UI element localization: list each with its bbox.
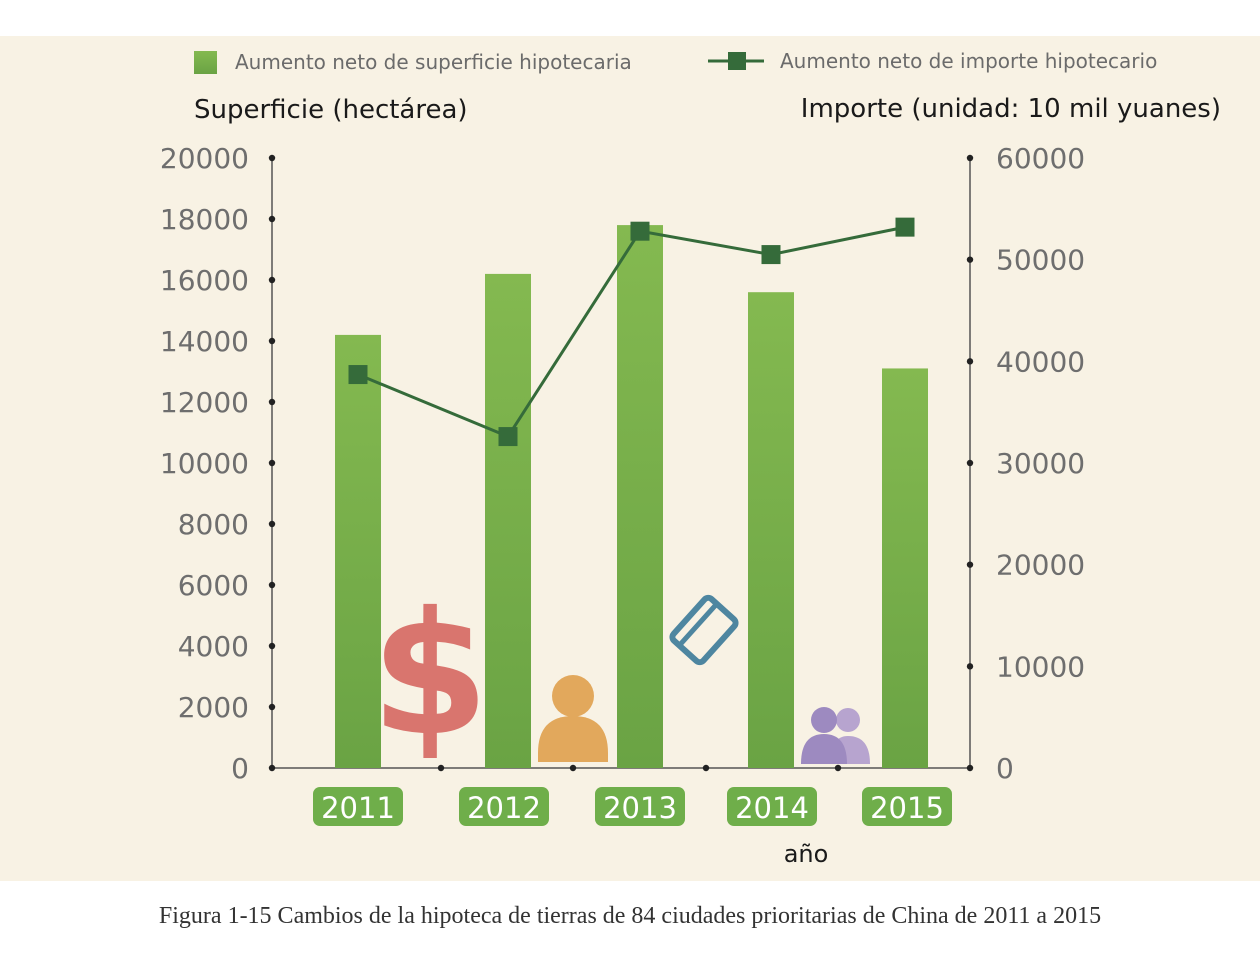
person-icon xyxy=(538,675,608,762)
svg-text:2012: 2012 xyxy=(467,791,541,825)
x-axis-title: año xyxy=(784,840,829,868)
y-right-tick-label: 10000 xyxy=(996,650,1085,683)
y-left-tick-label: 16000 xyxy=(160,264,249,297)
x-axis-dot xyxy=(569,764,577,772)
y-axis-left-ticks: 0 2000 4000 6000 8000 10000 12000 14000 16000 180… xyxy=(160,142,276,785)
y-right-tick-label: 60000 xyxy=(996,142,1085,175)
y-left-tick-label: 14000 xyxy=(160,325,249,358)
y-right-tick-dot xyxy=(966,154,974,162)
legend-bar-swatch xyxy=(194,51,217,74)
bar-2012 xyxy=(485,273,531,768)
people-icon xyxy=(801,707,870,764)
svg-text:2011: 2011 xyxy=(321,791,395,825)
y-right-tick-dot xyxy=(966,764,974,772)
y-left-tick-label: 0 xyxy=(231,752,249,785)
y-right-tick-label: 30000 xyxy=(996,447,1085,480)
y-axis-right-title: Importe (unidad: 10 mil yuanes) xyxy=(801,94,1221,124)
y-right-tick-label: 50000 xyxy=(996,244,1085,277)
y-right-tick-label: 20000 xyxy=(996,549,1085,582)
y-left-tick-dot xyxy=(268,154,276,162)
y-left-tick-label: 2000 xyxy=(178,691,249,724)
category-labels: 2011 2012 2013 2014 2015 xyxy=(313,787,952,826)
bar-2014 xyxy=(748,292,794,768)
svg-text:$: $ xyxy=(371,576,489,774)
y-left-tick-dot xyxy=(268,337,276,345)
y-left-tick-dot xyxy=(268,764,276,772)
y-right-tick-label: 40000 xyxy=(996,345,1085,378)
y-left-tick-dot xyxy=(268,581,276,589)
svg-text:2015: 2015 xyxy=(870,791,944,825)
svg-text:2013: 2013 xyxy=(603,791,677,825)
bar-2013 xyxy=(617,225,663,769)
line-point-2012 xyxy=(498,427,518,447)
legend: Aumento neto de superficie hipotecaria A… xyxy=(194,49,1157,74)
svg-text:2014: 2014 xyxy=(735,791,809,825)
y-right-tick-dot xyxy=(966,561,974,568)
line-point-2013 xyxy=(630,221,650,241)
category-label-2015: 2015 xyxy=(862,787,952,826)
y-left-tick-dot xyxy=(268,276,276,284)
bar-series xyxy=(335,225,928,769)
y-axis-right-ticks: 0 10000 20000 30000 40000 50000 60000 xyxy=(966,142,1085,785)
y-left-tick-dot xyxy=(268,459,276,467)
category-label-2014: 2014 xyxy=(727,787,817,826)
y-right-tick-dot xyxy=(966,358,974,365)
category-label-2013: 2013 xyxy=(595,787,685,826)
bar-2015 xyxy=(882,368,928,768)
chart-panel: Aumento neto de superficie hipotecaria A… xyxy=(0,36,1260,881)
line-point-2011 xyxy=(348,365,368,385)
y-left-tick-label: 10000 xyxy=(160,447,249,480)
y-left-tick-dot xyxy=(268,215,276,223)
line-point-2015 xyxy=(895,217,915,237)
y-right-tick-dot xyxy=(966,663,974,670)
x-axis-dot xyxy=(702,764,710,772)
y-left-tick-dot xyxy=(268,703,276,711)
y-right-tick-dot xyxy=(966,459,974,467)
y-left-tick-label: 12000 xyxy=(160,386,249,419)
y-left-tick-label: 6000 xyxy=(178,569,249,602)
y-left-tick-dot xyxy=(268,642,276,650)
y-left-tick-dot xyxy=(268,398,276,406)
category-label-2012: 2012 xyxy=(459,787,549,826)
legend-line-marker xyxy=(728,52,746,70)
y-left-tick-label: 18000 xyxy=(160,203,249,236)
y-left-tick-label: 4000 xyxy=(178,630,249,663)
y-left-tick-label: 8000 xyxy=(178,508,249,541)
credit-card-icon xyxy=(669,594,739,666)
legend-line-label: Aumento neto de importe hipotecario xyxy=(780,49,1157,73)
legend-bar-label: Aumento neto de superficie hipotecaria xyxy=(235,50,632,74)
y-axis-left-title: Superficie (hectárea) xyxy=(194,95,468,125)
line-series xyxy=(348,217,915,447)
x-axis-dot xyxy=(437,764,445,772)
y-right-tick-label: 0 xyxy=(996,752,1014,785)
x-axis-dot xyxy=(834,764,842,772)
chart: Aumento neto de superficie hipotecaria A… xyxy=(160,49,1221,868)
figure-caption: Figura 1-15 Cambios de la hipoteca de ti… xyxy=(158,903,1102,929)
x-axis-dots xyxy=(437,764,842,772)
line-point-2014 xyxy=(761,245,781,265)
y-left-tick-label: 20000 xyxy=(160,142,249,175)
dollar-sign-icon: $ xyxy=(371,576,489,774)
y-left-tick-dot xyxy=(268,520,276,528)
bar-2011 xyxy=(335,334,381,768)
category-label-2011: 2011 xyxy=(313,787,403,826)
y-right-tick-dot xyxy=(966,256,974,263)
